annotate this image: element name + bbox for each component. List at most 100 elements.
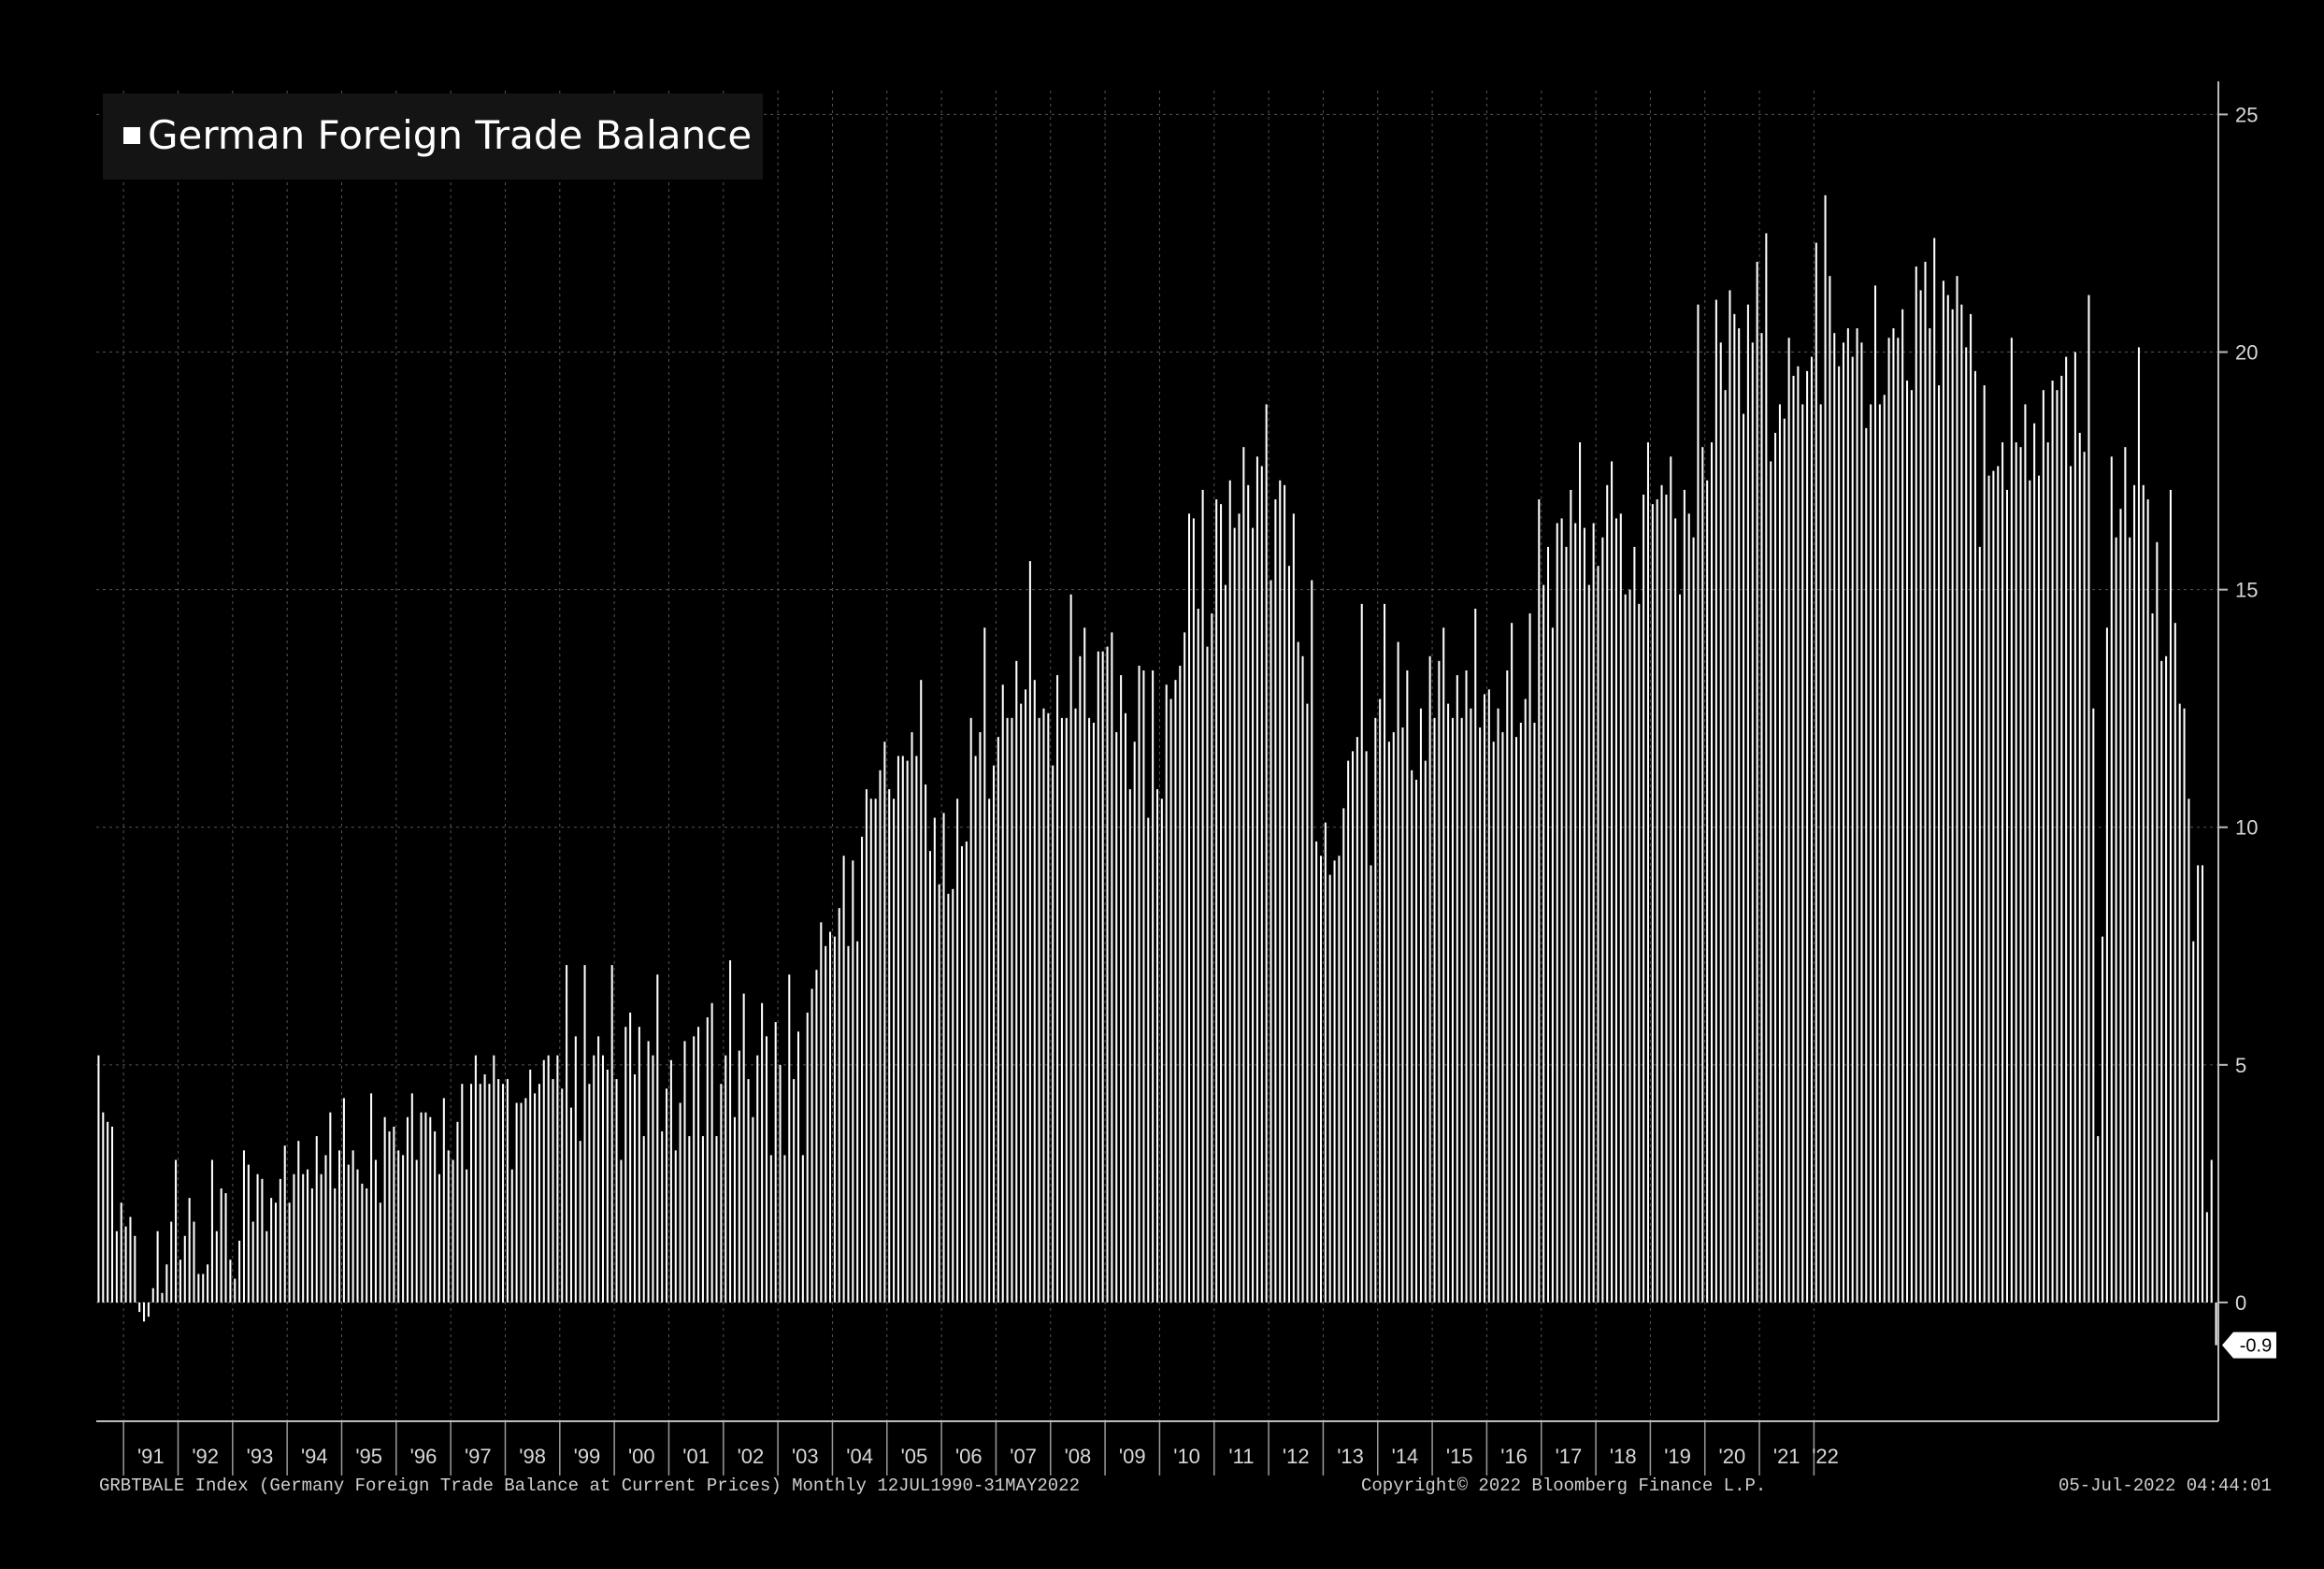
bar (1601, 537, 1604, 1303)
bar (1560, 518, 1563, 1303)
bar (1415, 779, 1418, 1303)
y-tick-label: 15 (2235, 579, 2258, 602)
bar (1938, 385, 1941, 1303)
bar (2042, 390, 2044, 1303)
bar (1746, 304, 1749, 1303)
bar (1479, 727, 1482, 1303)
bar (661, 1130, 664, 1303)
bar (110, 1126, 114, 1303)
bar (1678, 594, 1682, 1303)
bar (693, 1036, 696, 1303)
x-tick-label: '03 (792, 1445, 819, 1468)
bar (274, 1202, 278, 1303)
bar (351, 1150, 354, 1303)
bar (1514, 737, 1518, 1303)
bar (888, 789, 891, 1303)
bar (393, 1126, 395, 1303)
y-tick-label: 10 (2235, 816, 2258, 840)
bar (2065, 356, 2068, 1303)
bar (2056, 390, 2059, 1303)
bar (510, 1169, 513, 1303)
bar (1783, 418, 1786, 1303)
bar (624, 1027, 627, 1303)
bar (1315, 841, 1318, 1303)
bar (652, 1055, 654, 1303)
bar (2024, 404, 2027, 1303)
bar (2146, 499, 2149, 1303)
bar (620, 1159, 623, 1303)
bar (1774, 432, 1777, 1303)
bar (997, 737, 999, 1303)
bar (1701, 447, 1704, 1303)
bar (674, 1150, 677, 1303)
bar (542, 1059, 545, 1303)
bar (1674, 518, 1677, 1303)
bar (197, 1274, 200, 1303)
bar (143, 1302, 146, 1322)
axes-layer (96, 81, 2228, 1475)
bar (1865, 427, 1868, 1303)
bar (107, 1121, 109, 1303)
bar (479, 1084, 481, 1303)
bar (656, 974, 659, 1303)
bar (1815, 242, 1817, 1303)
bar (2087, 295, 2090, 1303)
bar (647, 1041, 650, 1303)
bar (1260, 466, 1263, 1303)
bar (2188, 799, 2190, 1303)
x-tick-label: '01 (682, 1445, 710, 1468)
bar (102, 1112, 105, 1303)
bar (2029, 480, 2031, 1303)
bar (1324, 822, 1327, 1303)
bar (1670, 456, 1672, 1303)
bar (1184, 632, 1186, 1303)
bar (1392, 732, 1395, 1303)
bar (952, 888, 954, 1303)
bar (1801, 404, 1804, 1303)
x-tick-label: '18 (1610, 1445, 1637, 1468)
legend-label: German Foreign Trade Balance (148, 112, 753, 158)
bar (806, 1012, 809, 1303)
bar (747, 1079, 750, 1303)
bar (938, 884, 940, 1303)
bar (706, 1017, 709, 1303)
bar (388, 1130, 391, 1303)
bar (1351, 751, 1355, 1303)
bar (1311, 580, 1313, 1303)
bar (1033, 680, 1036, 1303)
bar (1074, 708, 1077, 1303)
bar (669, 1059, 672, 1303)
bar (2124, 447, 2127, 1303)
bar (1160, 799, 1163, 1303)
bar (293, 1173, 295, 1303)
bar (1169, 698, 1172, 1303)
bar (2097, 1136, 2100, 1303)
bar (724, 1055, 727, 1303)
bar (347, 1164, 350, 1303)
bar (134, 1235, 136, 1303)
bar (1465, 670, 1468, 1303)
bar (1138, 665, 1140, 1303)
bar (124, 1226, 127, 1303)
bar (397, 1150, 400, 1303)
bar (2183, 708, 2186, 1303)
bar (1842, 342, 1845, 1303)
bar (856, 941, 859, 1303)
bar (765, 1036, 767, 1303)
bar (588, 1084, 591, 1303)
bar (642, 1136, 645, 1303)
bar (383, 1116, 386, 1303)
bar (1220, 504, 1223, 1303)
bar (2115, 537, 2117, 1303)
bar (733, 1116, 736, 1303)
bar (1270, 580, 1272, 1303)
bar (688, 1136, 691, 1303)
bar (893, 799, 896, 1303)
bar (1997, 466, 2000, 1303)
bar (302, 1173, 305, 1303)
bar (610, 965, 613, 1303)
bar (374, 1159, 377, 1303)
bar (2192, 941, 2195, 1303)
footer-source: GRBTBALE Index (Germany Foreign Trade Ba… (99, 1475, 1080, 1496)
bar (838, 908, 840, 1303)
